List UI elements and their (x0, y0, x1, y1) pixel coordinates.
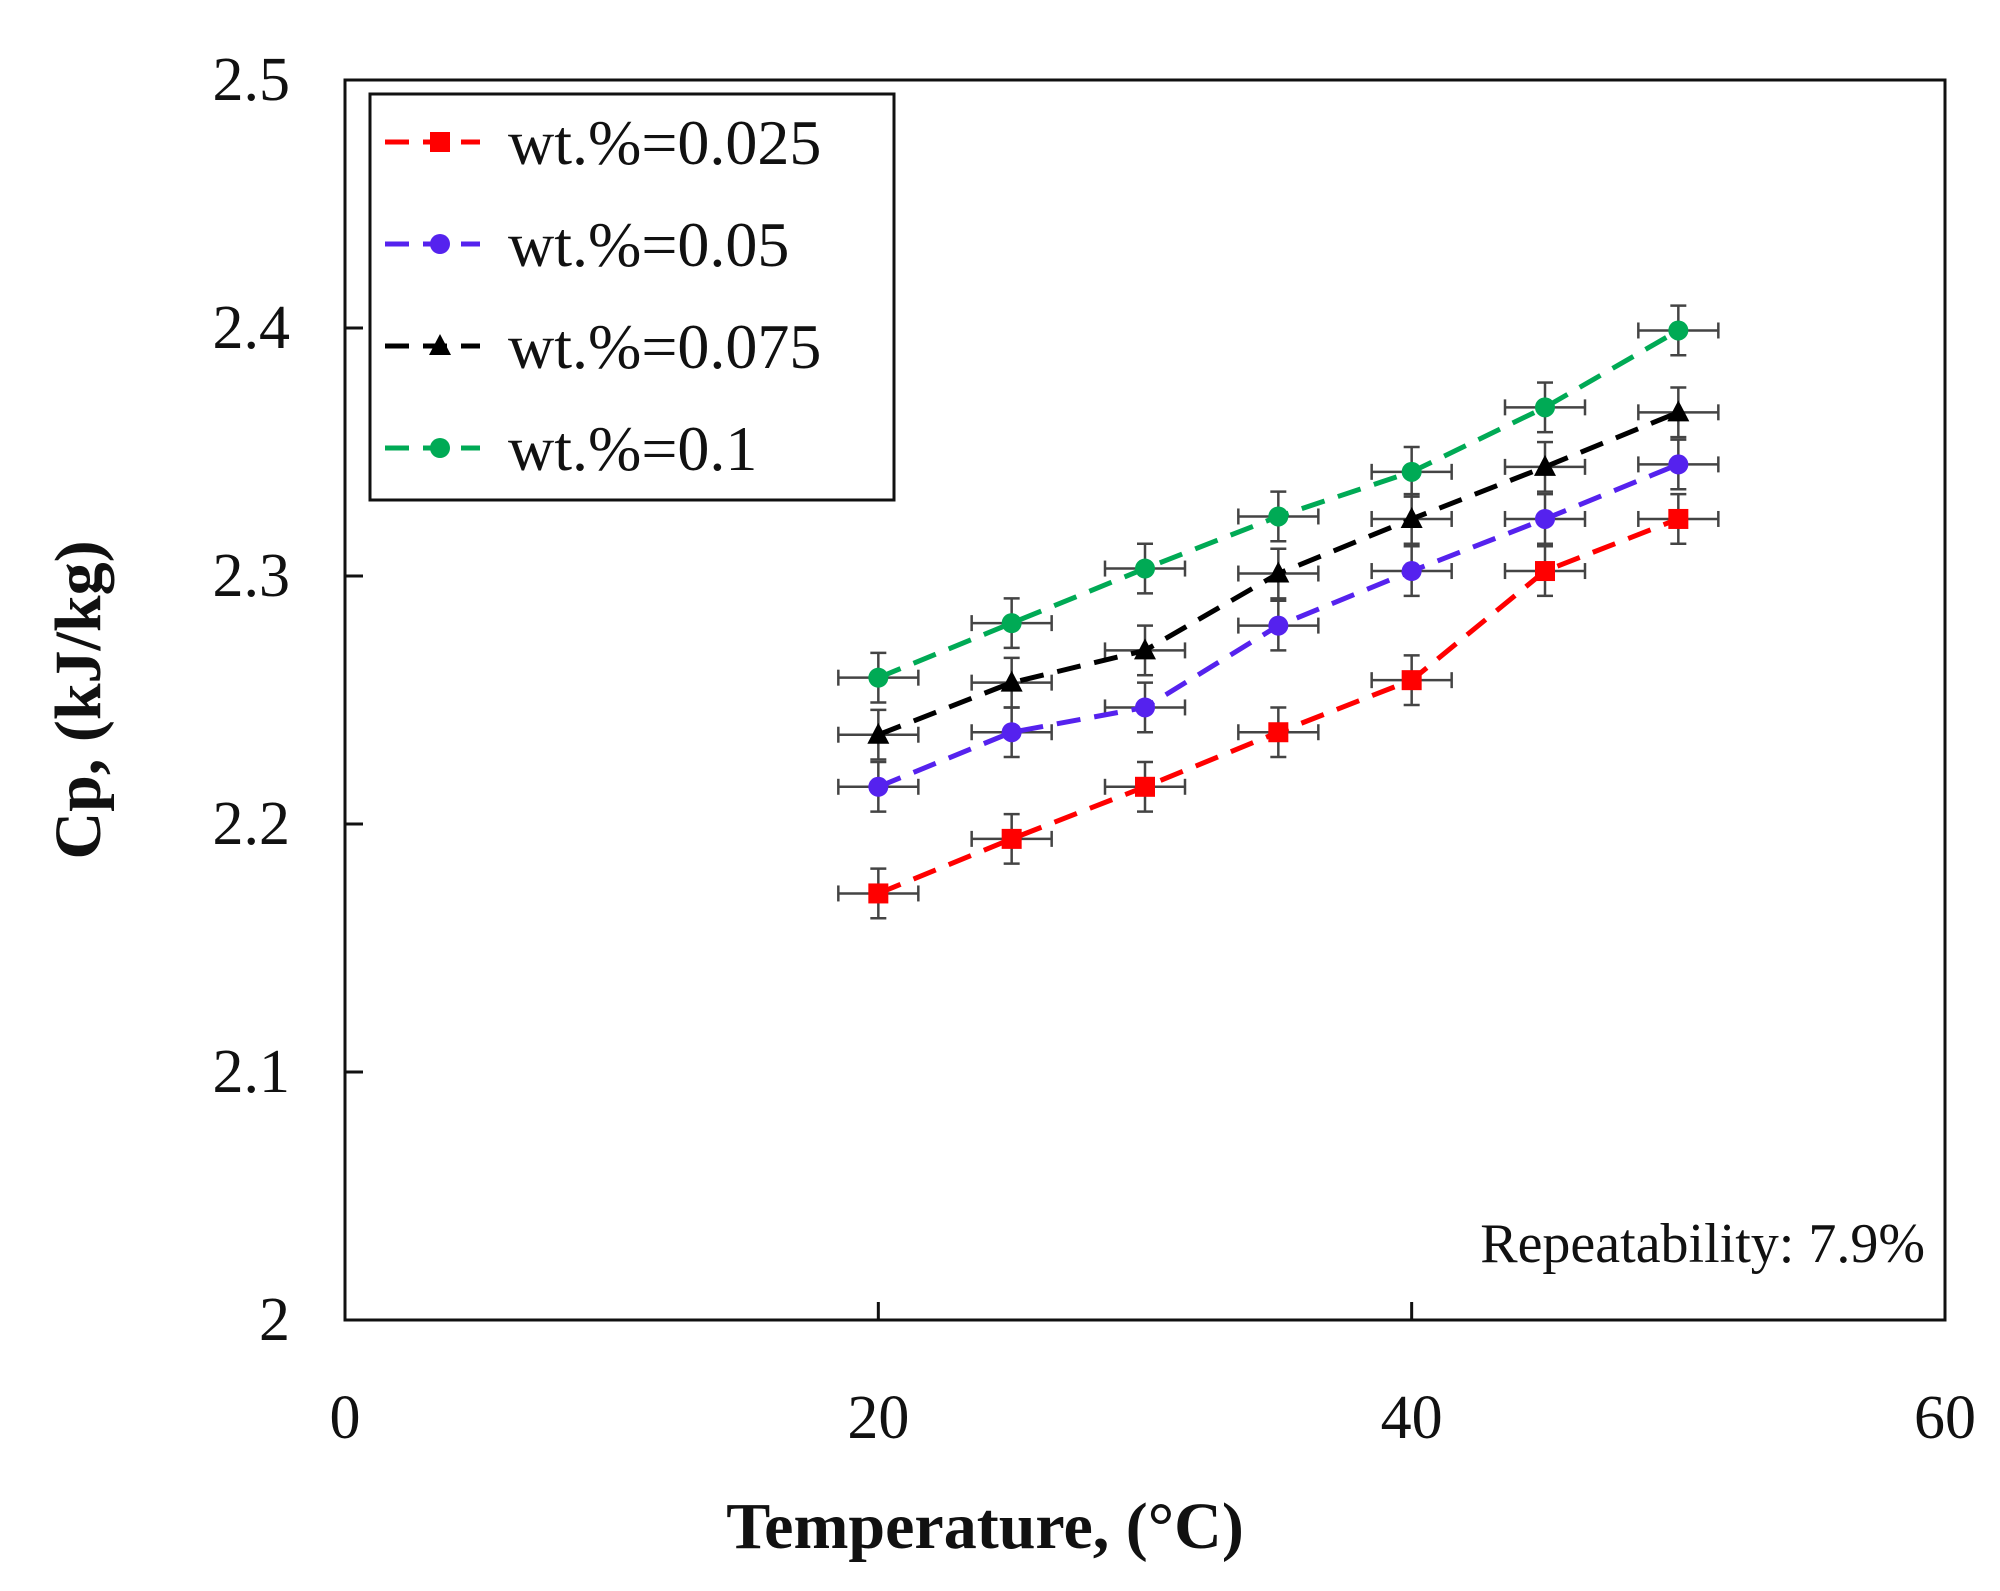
point-s3-p2 (1135, 558, 1155, 579)
point-s1-p2 (1135, 697, 1155, 718)
point-s1-p6 (1668, 454, 1689, 475)
point-s2-p4 (1400, 506, 1423, 528)
repeatability-annotation: Repeatability: 7.9% (1480, 1213, 1925, 1275)
legend-label-3: wt.%=0.1 (508, 413, 757, 484)
y-tick-label-2.4: 2.4 (213, 294, 291, 362)
y-axis-title: Cp, (kJ/kg) (42, 540, 115, 859)
point-s3-p0 (868, 667, 889, 688)
point-s0-p3 (1268, 722, 1289, 743)
y-tick-label-2.1: 2.1 (213, 1038, 291, 1106)
legend-swatch-marker-2 (429, 334, 451, 355)
legend-box (368, 92, 896, 502)
point-s2-p3 (1267, 561, 1290, 583)
x-tick-label-0: 0 (330, 1384, 361, 1452)
point-s3-p1 (1001, 613, 1022, 634)
x-axis-ticks: 0 20 40 60 (330, 1302, 1976, 1452)
legend-entry-0: wt.%=0.025 (385, 107, 821, 178)
y-axis-ticks: 2 2.1 2.2 2.3 2.4 2.5 (213, 46, 363, 1354)
legend-entry-3: wt.%=0.1 (385, 413, 757, 484)
point-s2-p5 (1534, 454, 1556, 476)
point-s0-p6 (1668, 508, 1689, 529)
x-tick-label-40: 40 (1381, 1384, 1443, 1452)
y-tick-label-2.2: 2.2 (213, 790, 291, 858)
error-bars (837, 304, 1720, 920)
point-s1-p4 (1401, 561, 1422, 582)
point-s2-p2 (1134, 638, 1156, 660)
point-s0-p5 (1535, 561, 1555, 582)
legend-swatch-marker-0 (430, 132, 450, 152)
y-tick-label-2.3: 2.3 (213, 542, 291, 610)
legend-swatch-marker-3 (430, 438, 450, 458)
point-s0-p2 (1135, 776, 1155, 797)
x-tick-label-60: 60 (1914, 1384, 1976, 1452)
legend: wt.%=0.025 wt.%=0.05 wt.%=0.075 wt.%=0.1 (368, 92, 896, 502)
legend-entry-1: wt.%=0.05 (385, 209, 789, 280)
point-s2-p0 (867, 722, 890, 744)
legend-entry-2: wt.%=0.075 (385, 311, 821, 382)
point-s2-p1 (1000, 670, 1023, 692)
point-s0-p0 (868, 883, 889, 904)
legend-label-2: wt.%=0.075 (508, 311, 821, 382)
legend-label-1: wt.%=0.05 (508, 209, 789, 280)
point-s3-p5 (1535, 397, 1555, 418)
point-s1-p3 (1268, 615, 1289, 636)
point-s0-p1 (1001, 828, 1022, 849)
point-s0-p4 (1401, 670, 1422, 691)
x-tick-label-20: 20 (847, 1384, 909, 1452)
legend-swatch-marker-1 (430, 234, 450, 254)
point-s1-p5 (1535, 508, 1555, 529)
legend-entries: wt.%=0.025 wt.%=0.05 wt.%=0.075 wt.%=0.1 (385, 107, 821, 484)
series-markers (867, 320, 1690, 904)
point-s3-p4 (1401, 461, 1422, 482)
point-s1-p0 (868, 776, 889, 797)
legend-label-0: wt.%=0.025 (508, 107, 821, 178)
x-axis-title: Temperature, (°C) (726, 1490, 1244, 1563)
point-s1-p1 (1001, 722, 1022, 743)
plot-area-frame (343, 78, 1947, 1322)
y-tick-label-2.5: 2.5 (213, 46, 291, 114)
y-tick-label-2: 2 (259, 1286, 290, 1354)
point-s3-p6 (1668, 320, 1689, 341)
point-s3-p3 (1268, 506, 1289, 527)
point-s2-p6 (1667, 400, 1690, 422)
